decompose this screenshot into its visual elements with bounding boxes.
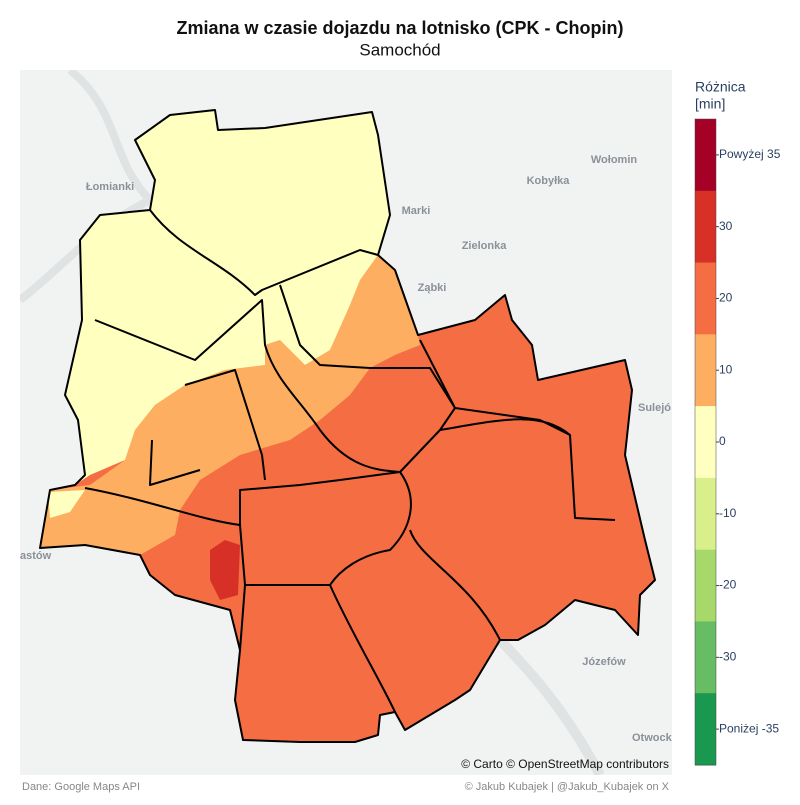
legend-swatch bbox=[695, 406, 716, 479]
legend-tick-label: -10 bbox=[719, 506, 737, 520]
footer-author: © Jakub Kubajek | @Jakub_Kubajek on X bbox=[465, 781, 670, 793]
legend-tick-label: 20 bbox=[719, 291, 733, 305]
river bbox=[20, 70, 157, 304]
place-label: Marki bbox=[402, 205, 431, 217]
district-boundaries bbox=[84, 209, 616, 713]
legend-tick-label: 0 bbox=[719, 434, 726, 448]
legend-swatch bbox=[695, 262, 716, 335]
zone-yellow bbox=[65, 110, 390, 485]
title: Zmiana w czasie dojazdu na lotnisko (CPK… bbox=[176, 18, 623, 38]
zone-dark-red bbox=[210, 540, 240, 600]
legend-swatch bbox=[695, 621, 716, 694]
place-label: Józefów bbox=[582, 656, 626, 668]
legend-title: [min] bbox=[695, 96, 725, 112]
place-label: Ząbki bbox=[418, 282, 447, 294]
legend-swatch bbox=[695, 190, 716, 264]
place-label: Łomianki bbox=[86, 181, 134, 193]
place-label: Kobyłka bbox=[527, 175, 571, 187]
place-label: Sulejó bbox=[638, 402, 671, 414]
subtitle: Samochód bbox=[359, 40, 440, 59]
legend-swatch bbox=[695, 119, 716, 192]
map: Łomianki Marki Kobyłka Wołomin Zielonka … bbox=[20, 70, 673, 775]
legend-tick-label: 30 bbox=[719, 219, 733, 233]
legend-swatch bbox=[695, 477, 716, 551]
legend-title: Różnica bbox=[695, 79, 746, 95]
place-label: astów bbox=[20, 550, 52, 562]
attribution: © Carto © OpenStreetMap contributors bbox=[461, 757, 669, 771]
zone-yellow bbox=[48, 490, 85, 518]
legend-swatch bbox=[695, 549, 716, 622]
legend-tick-label: Poniżej -35 bbox=[719, 721, 779, 735]
footer-source: Dane: Google Maps API bbox=[22, 781, 140, 793]
legend-swatch bbox=[695, 334, 716, 407]
zone-light-orange bbox=[40, 255, 420, 555]
legend-tick-label: -30 bbox=[719, 650, 737, 664]
city-boundary bbox=[39, 109, 656, 743]
legend-tick-label: Powyżej 35 bbox=[719, 147, 781, 161]
legend: Różnica [min] Powyżej 35 30 20 10 0 -10 -20 -30… bbox=[694, 79, 781, 766]
place-label: Zielonka bbox=[462, 240, 508, 252]
legend-frame bbox=[694, 118, 717, 766]
legend-tick-label: 10 bbox=[719, 362, 733, 376]
legend-swatch bbox=[695, 693, 716, 766]
place-label: Otwock bbox=[632, 732, 673, 744]
legend-tick-label: -20 bbox=[719, 578, 737, 592]
place-label: Wołomin bbox=[591, 154, 638, 166]
